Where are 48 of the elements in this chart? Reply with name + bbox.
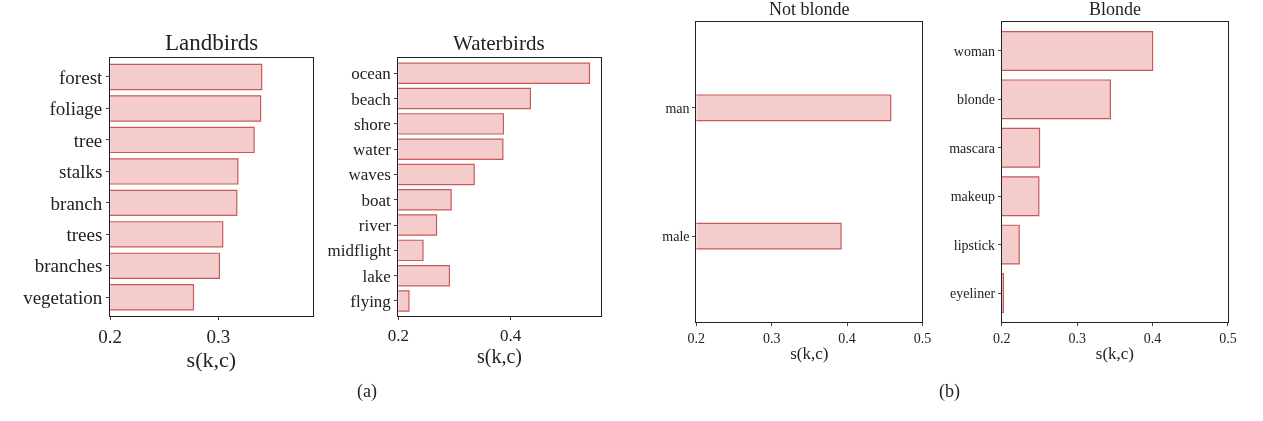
text: (b) — [939, 381, 960, 402]
x-tick-label: 0.4 — [500, 325, 522, 345]
y-tick-label: boat — [361, 190, 392, 210]
y-tick-label: flying — [350, 291, 392, 311]
y-tick-label: forest — [59, 66, 104, 88]
y-tick-label: water — [353, 140, 392, 160]
x-tick-label: 0.3 — [762, 330, 781, 346]
y-tick-label: foliage — [49, 98, 103, 120]
y-tick-label: tree — [73, 129, 103, 151]
x-tick-label: 0.4 — [1143, 330, 1162, 346]
y-tick-label: woman — [953, 43, 996, 59]
y-tick-label: waves — [348, 165, 391, 185]
y-tick-label: lake — [362, 266, 391, 286]
x-tick-label: 0.2 — [98, 325, 122, 347]
y-tick-label: lipstick — [953, 237, 996, 253]
chart-title: Waterbirds — [453, 31, 545, 55]
x-tick-label: 0.5 — [1219, 330, 1237, 346]
y-tick-label: blonde — [956, 92, 996, 108]
text: (a) — [357, 381, 377, 402]
x-tick-label: 0.2 — [993, 330, 1011, 346]
y-tick-label: shore — [354, 114, 391, 134]
y-tick-label: makeup — [950, 189, 996, 205]
y-tick-label: man — [665, 100, 690, 116]
y-tick-label: beach — [351, 89, 392, 109]
y-tick-label: branch — [50, 192, 103, 214]
x-tick-label: 0.2 — [687, 330, 706, 346]
y-tick-label: eyeliner — [949, 285, 996, 301]
x-tick-label: 0.4 — [838, 330, 856, 346]
x-axis-title: s(k,c) — [476, 344, 522, 368]
chart-title: Not blonde — [769, 0, 850, 19]
chart-title: Landbirds — [165, 30, 259, 55]
x-tick-label: 0.3 — [1068, 330, 1086, 346]
x-tick-label: 0.3 — [206, 325, 231, 347]
y-tick-label: trees — [66, 223, 103, 245]
chart-title: Blonde — [1089, 0, 1142, 19]
y-tick-label: midflight — [327, 241, 392, 261]
x-axis-title: s(k,c) — [186, 346, 237, 372]
x-tick-label: 0.2 — [387, 325, 409, 345]
x-axis-title: s(k,c) — [1095, 344, 1135, 364]
y-tick-label: mascara — [949, 140, 996, 156]
y-tick-label: ocean — [351, 64, 392, 84]
y-tick-label: river — [358, 216, 392, 236]
y-tick-label: stalks — [59, 161, 103, 183]
y-tick-label: male — [662, 229, 690, 245]
y-tick-label: branches — [34, 255, 103, 277]
x-axis-title: s(k,c) — [790, 344, 829, 364]
x-tick-label: 0.5 — [913, 330, 932, 346]
y-tick-label: vegetation — [23, 286, 103, 308]
